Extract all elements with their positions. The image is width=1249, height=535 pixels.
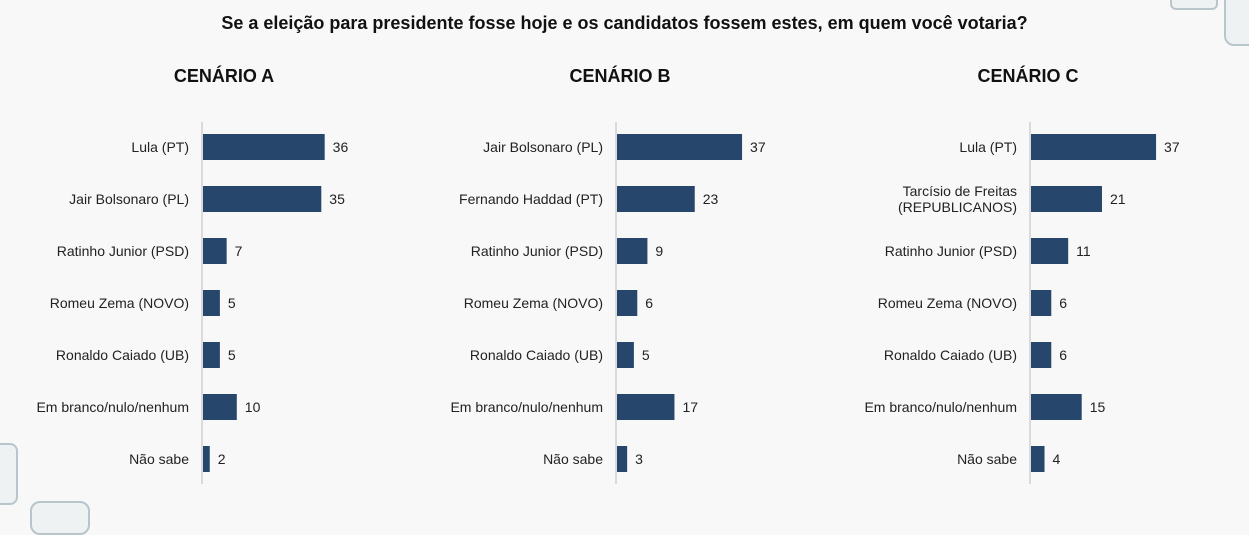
category-label: Lula (PT) [959, 139, 1017, 155]
data-label: 17 [682, 399, 698, 415]
panel-title: CENÁRIO C [977, 66, 1079, 86]
bar [203, 342, 220, 368]
category-label: Jair Bolsonaro (PL) [69, 191, 189, 207]
bar [617, 238, 648, 264]
data-label: 36 [333, 139, 349, 155]
panel-cenario-b: CENÁRIO B Jair Bolsonaro (PL) 37 Fernando … [414, 0, 814, 514]
bar [203, 134, 325, 160]
category-label: Ratinho Junior (PSD) [471, 243, 603, 259]
data-label: 23 [703, 191, 719, 207]
bar [1031, 290, 1052, 316]
bar [617, 290, 638, 316]
bar [1031, 238, 1069, 264]
bar [617, 134, 743, 160]
bar [617, 342, 634, 368]
data-label: 3 [635, 451, 643, 467]
bar [203, 290, 220, 316]
chart-cenario-b: Jair Bolsonaro (PL) 37 Fernando Haddad (PT… [450, 122, 766, 484]
data-label: 15 [1090, 399, 1106, 415]
data-label: 10 [245, 399, 261, 415]
bar [1031, 394, 1082, 420]
category-label: Ronaldo Caiado (UB) [470, 347, 603, 363]
data-label: 35 [329, 191, 345, 207]
decorative-frame-right [1224, 0, 1249, 46]
bar [203, 238, 227, 264]
bar [617, 446, 628, 472]
chart-cenario-c: Lula (PT) 37 Tarcísio de Freitas (REPUBLICA… [864, 122, 1180, 484]
category-label: Ratinho Junior (PSD) [885, 243, 1017, 259]
bar [1031, 446, 1045, 472]
bar [1031, 342, 1052, 368]
data-label: 5 [228, 347, 236, 363]
data-label: 9 [655, 243, 663, 259]
data-label: 6 [1059, 295, 1067, 311]
data-label: 7 [235, 243, 243, 259]
bar [1031, 134, 1157, 160]
panel-cenario-c: CENÁRIO C Lula (PT) 37 Tarcísio de Freitas… [828, 0, 1228, 514]
bar [1031, 186, 1102, 212]
category-label: Em branco/nulo/nenhum [450, 399, 603, 415]
data-label: 6 [1059, 347, 1067, 363]
panel-title: CENÁRIO A [173, 66, 275, 86]
category-label: Tarcísio de Freitas (REPUBLICANOS) [898, 183, 1017, 215]
category-label: Em branco/nulo/nenhum [864, 399, 1017, 415]
category-label: Lula (PT) [131, 139, 189, 155]
data-label: 5 [228, 295, 236, 311]
category-label: Em branco/nulo/nenhum [36, 399, 189, 415]
decorative-frame-top-right [1170, 0, 1218, 10]
category-label: Ratinho Junior (PSD) [57, 243, 189, 259]
data-label: 6 [645, 295, 653, 311]
category-label: Romeu Zema (NOVO) [50, 295, 189, 311]
bar [203, 186, 322, 212]
category-label: Romeu Zema (NOVO) [464, 295, 603, 311]
panel-title: CENÁRIO B [569, 66, 671, 86]
data-label: 11 [1076, 243, 1091, 259]
data-label: 37 [1164, 139, 1180, 155]
data-label: 2 [218, 451, 226, 467]
bar [617, 186, 695, 212]
bar [203, 394, 237, 420]
bar [203, 446, 210, 472]
category-label: Não sabe [129, 451, 189, 467]
data-label: 37 [750, 139, 766, 155]
chart-cenario-a: Lula (PT) 36 Jair Bolsonaro (PL) 35 Ratinho … [36, 122, 349, 484]
data-label: 4 [1053, 451, 1061, 467]
category-label: Não sabe [543, 451, 603, 467]
data-label: 21 [1110, 191, 1126, 207]
category-label: Ronaldo Caiado (UB) [56, 347, 189, 363]
data-label: 5 [642, 347, 650, 363]
category-label: Fernando Haddad (PT) [459, 191, 603, 207]
category-label: Não sabe [957, 451, 1017, 467]
decorative-frame-left [0, 443, 18, 505]
category-label: Romeu Zema (NOVO) [878, 295, 1017, 311]
chart-title: Se a eleição para presidente fosse hoje … [221, 13, 1028, 33]
panel-cenario-a: CENÁRIO A Lula (PT) 36 Jair Bolsonaro (PL)… [0, 0, 400, 514]
category-label: Ronaldo Caiado (UB) [884, 347, 1017, 363]
bar [617, 394, 675, 420]
category-label: Jair Bolsonaro (PL) [483, 139, 603, 155]
